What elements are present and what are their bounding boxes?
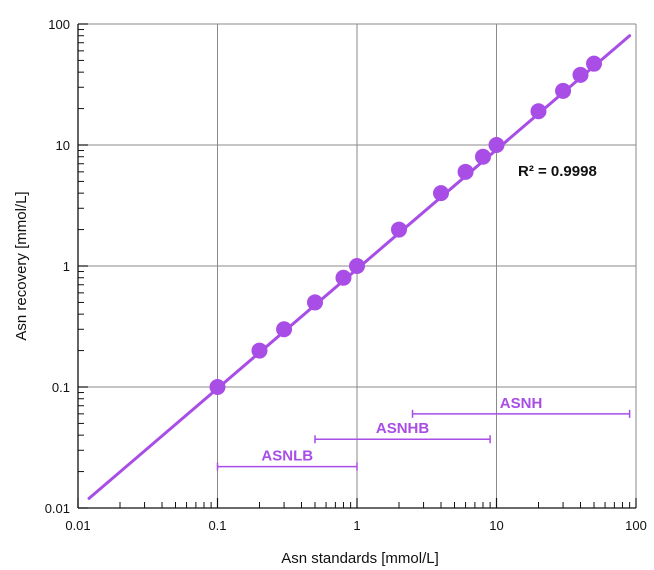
plot-frame bbox=[77, 24, 636, 509]
data-point bbox=[572, 66, 589, 83]
tick-labels: 0.01 0.1 1 10 100 0.01 0.1 1 10 100 bbox=[45, 17, 647, 533]
range-bars: ASNH ASNHB ASNLB bbox=[216, 395, 631, 471]
x-tick-label: 10 bbox=[489, 518, 503, 533]
x-axis-title: Asn standards [mmol/L] bbox=[281, 550, 439, 567]
data-point bbox=[457, 163, 474, 180]
data-point bbox=[307, 294, 324, 311]
y-tick-label: 100 bbox=[48, 17, 70, 32]
data-point bbox=[276, 321, 293, 338]
data-point bbox=[555, 82, 572, 99]
data-point bbox=[432, 185, 449, 202]
data-point bbox=[530, 103, 547, 120]
x-tick-label: 1 bbox=[353, 518, 360, 533]
range-label-asnhb: ASNHB bbox=[376, 420, 430, 437]
y-axis-title: Asn recovery [mmol/L] bbox=[13, 191, 30, 340]
data-points bbox=[209, 55, 603, 395]
data-point bbox=[586, 55, 603, 72]
data-point bbox=[335, 269, 352, 286]
data-point bbox=[209, 379, 226, 395]
x-tick-label: 100 bbox=[625, 518, 647, 533]
data-point bbox=[251, 342, 268, 359]
y-tick-label: 0.1 bbox=[52, 380, 70, 395]
x-tick-label: 0.01 bbox=[65, 518, 90, 533]
r-squared-annotation: R² = 0.9998 bbox=[518, 163, 597, 180]
y-tick-label: 1 bbox=[63, 259, 70, 274]
x-tick-label: 0.1 bbox=[208, 518, 226, 533]
y-tick-label: 0.01 bbox=[45, 501, 70, 516]
data-point bbox=[390, 221, 407, 238]
range-label-asnh: ASNH bbox=[500, 395, 543, 412]
y-tick-label: 10 bbox=[56, 138, 70, 153]
data-point bbox=[488, 137, 505, 153]
range-label-asnlb: ASNLB bbox=[261, 448, 313, 465]
data-point bbox=[349, 258, 365, 274]
data-point bbox=[474, 148, 491, 165]
